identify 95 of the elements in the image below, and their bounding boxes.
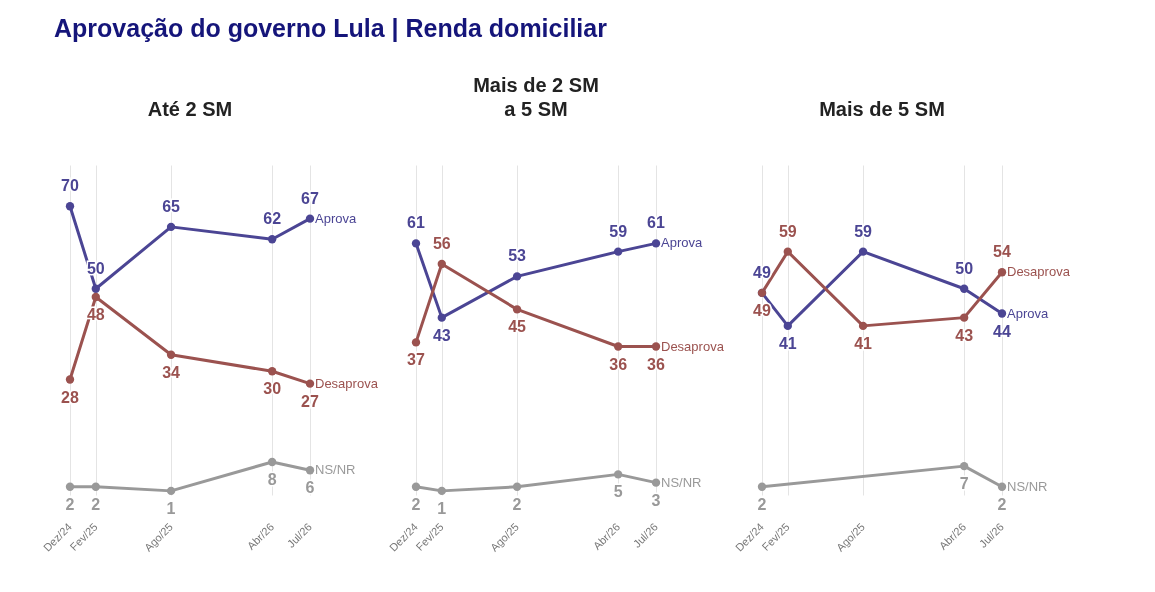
data-label: 43	[432, 326, 451, 344]
data-label: 59	[854, 222, 873, 240]
series-label: Aprova	[661, 235, 703, 251]
series-label: NS/NR	[1007, 478, 1048, 494]
data-label: 3	[651, 491, 661, 509]
point	[613, 470, 623, 479]
point	[411, 338, 421, 347]
data-label: 44	[993, 322, 1011, 340]
series-label: Desaprova	[315, 375, 379, 391]
point	[512, 305, 522, 314]
data-label: 28	[61, 388, 79, 406]
data-label: 41	[854, 334, 873, 352]
data-label: 7	[959, 475, 969, 493]
data-label: 2	[757, 495, 767, 513]
chart-title: Até 2 SM	[147, 98, 233, 120]
data-label: 53	[508, 247, 527, 265]
point	[997, 309, 1007, 318]
point	[783, 321, 792, 331]
series-label: NS/NR	[661, 474, 702, 490]
data-label: 59	[609, 222, 628, 240]
point	[613, 247, 623, 256]
data-label: 2	[65, 495, 75, 513]
data-label: 61	[407, 214, 425, 232]
data-label: 8	[267, 471, 277, 488]
point	[267, 457, 277, 467]
series-label: Desaprova	[1007, 264, 1071, 280]
data-label: 41	[778, 334, 797, 352]
data-label: 6	[305, 479, 315, 497]
point	[757, 482, 767, 491]
point	[65, 202, 75, 211]
data-label: 2	[512, 495, 522, 513]
point	[997, 482, 1007, 491]
point	[91, 284, 100, 293]
data-label: 70	[61, 177, 79, 195]
data-label: 67	[301, 189, 319, 207]
series-label: NS/NR	[315, 462, 356, 478]
chart-title: Mais de 2 SM a 5 SM	[473, 74, 599, 120]
point	[166, 350, 176, 359]
point	[512, 482, 522, 491]
data-label: 27	[301, 392, 319, 410]
point	[305, 214, 315, 223]
series-label: Aprova	[1007, 305, 1049, 321]
data-label: 49	[753, 301, 771, 319]
data-label: 5	[613, 483, 623, 501]
point	[613, 342, 623, 351]
data-label: 59	[778, 222, 797, 240]
data-label: 1	[166, 499, 176, 517]
data-label: 2	[91, 495, 101, 513]
data-label: 1	[437, 499, 447, 517]
data-label: 36	[609, 355, 628, 373]
point	[411, 239, 421, 248]
series-label: Desaprova	[661, 338, 725, 354]
data-label: 49	[753, 263, 771, 281]
data-label: 43	[955, 326, 974, 344]
point	[512, 272, 522, 281]
chart-title: Mais de 5 SM	[819, 98, 945, 120]
data-label: 54	[993, 243, 1011, 261]
point	[651, 342, 661, 351]
point	[305, 466, 315, 475]
data-label: 65	[162, 197, 181, 215]
data-label: 37	[407, 351, 425, 369]
data-label: 56	[432, 235, 451, 252]
point	[997, 268, 1007, 277]
point	[651, 478, 661, 487]
point	[959, 313, 969, 322]
data-label: 62	[263, 210, 282, 228]
data-label: 2	[997, 495, 1007, 513]
point	[437, 259, 446, 269]
point	[91, 292, 100, 302]
point	[166, 222, 176, 232]
point	[65, 375, 75, 384]
data-label: 36	[647, 355, 665, 373]
data-label: 45	[508, 318, 527, 336]
data-label: 30	[263, 380, 282, 398]
point	[65, 482, 75, 491]
text: Aprovação do governo Lula | Renda domiciliar	[54, 14, 607, 43]
point	[437, 486, 446, 496]
point	[783, 247, 792, 256]
data-label: 50	[955, 259, 974, 277]
point	[267, 367, 277, 376]
data-label: 2	[411, 495, 421, 513]
point	[858, 247, 868, 256]
data-label: 61	[647, 214, 665, 232]
point	[437, 313, 446, 322]
point	[91, 482, 100, 491]
point	[305, 379, 315, 388]
series-label: Aprova	[315, 210, 357, 226]
point	[858, 321, 868, 331]
point	[267, 235, 277, 244]
point	[166, 486, 176, 496]
point	[651, 239, 661, 248]
point	[411, 482, 421, 491]
point	[959, 284, 969, 293]
data-label: 34	[162, 363, 181, 381]
point	[959, 461, 969, 471]
